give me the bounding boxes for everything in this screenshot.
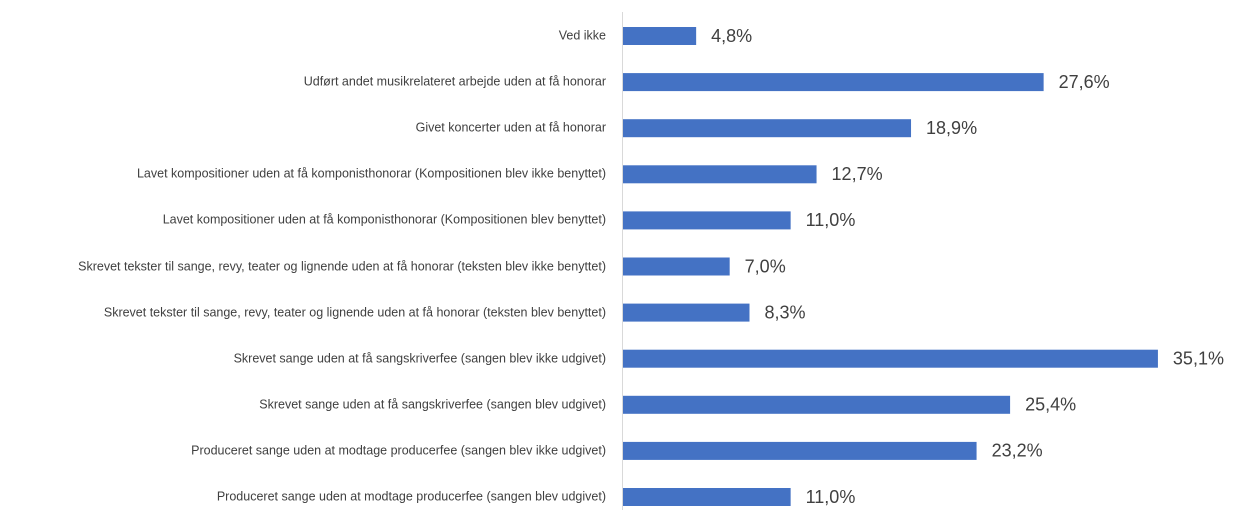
category-label: Lavet kompositioner uden at få komponist…: [136, 166, 606, 181]
bar: [623, 27, 697, 45]
category-label: Udført andet musikrelateret arbejde uden…: [303, 74, 606, 89]
category-label: Ved ikke: [558, 28, 606, 43]
value-label: 8,3%: [764, 302, 805, 322]
value-label: 18,9%: [926, 118, 977, 138]
value-label: 11,0%: [806, 487, 856, 507]
bar: [623, 119, 912, 138]
category-label: Skrevet sange uden at få sangskriverfee …: [233, 351, 606, 366]
bar: [623, 349, 1158, 368]
value-label: 7,0%: [745, 256, 786, 276]
bar: [623, 395, 1011, 414]
bar: [623, 211, 791, 230]
bar: [623, 488, 791, 506]
category-label: Skrevet tekster til sange, revy, teater …: [78, 259, 606, 273]
bar: [623, 73, 1044, 92]
bar: [623, 441, 977, 460]
category-label: Produceret sange uden at modtage produce…: [216, 489, 606, 504]
value-label: 4,8%: [711, 26, 752, 46]
value-label: 35,1%: [1173, 348, 1224, 368]
value-label: 27,6%: [1059, 72, 1110, 92]
category-label: Skrevet sange uden at få sangskriverfee …: [259, 397, 606, 412]
value-label: 11,0%: [806, 210, 856, 230]
category-label: Lavet kompositioner uden at få komponist…: [162, 212, 606, 227]
value-label: 23,2%: [992, 441, 1043, 461]
category-label: Givet koncerter uden at få honorar: [415, 120, 606, 135]
category-label: Skrevet tekster til sange, revy, teater …: [103, 305, 606, 320]
value-label: 25,4%: [1025, 395, 1076, 415]
value-label: 12,7%: [832, 164, 883, 184]
category-label: Produceret sange uden at modtage produce…: [191, 443, 606, 458]
bar: [623, 303, 750, 322]
bar: [623, 257, 730, 276]
bar: [623, 165, 817, 184]
